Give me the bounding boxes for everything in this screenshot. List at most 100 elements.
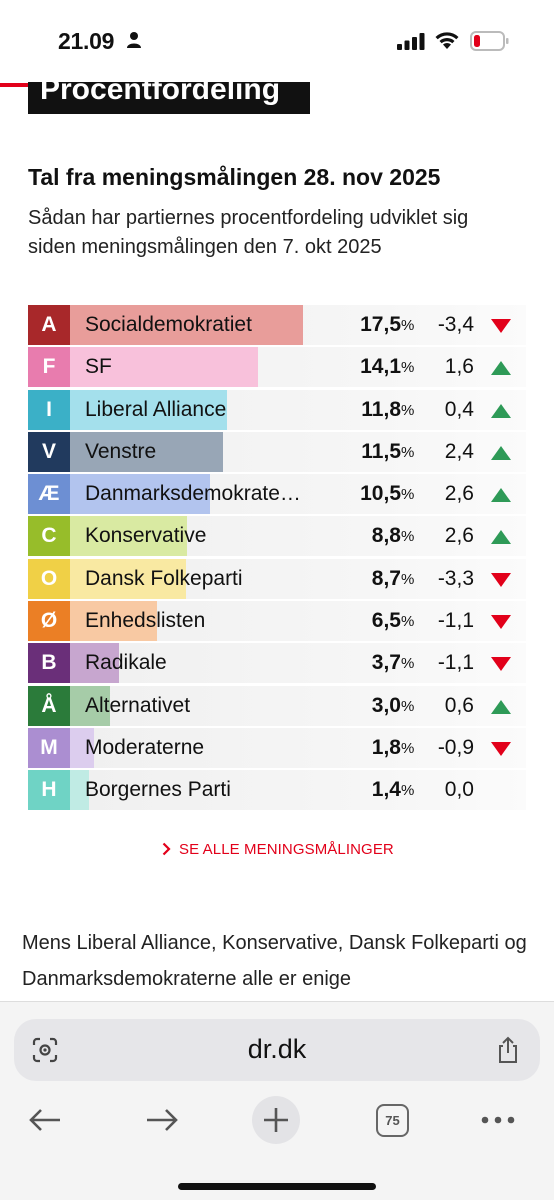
home-indicator	[178, 1183, 376, 1190]
party-row: C Konservative 8,8 % 2,6	[28, 516, 526, 557]
forward-button[interactable]	[142, 1100, 182, 1140]
party-letter-badge: M	[28, 727, 70, 768]
party-change: 0,0	[444, 778, 474, 802]
arrow-down-icon	[491, 572, 511, 587]
party-row: Å Alternativet 3,0 % 0,6	[28, 685, 526, 726]
party-name: SF	[85, 355, 112, 379]
arrow-up-icon	[491, 403, 511, 418]
arrow-up-icon	[491, 488, 511, 503]
party-row: V Venstre 11,5 % 2,4	[28, 431, 526, 472]
percent-unit: %	[401, 317, 415, 334]
party-change: -1,1	[437, 651, 474, 675]
section-tag: Procentfordeling	[28, 82, 310, 114]
party-letter-badge: Å	[28, 685, 70, 726]
cellular-signal-icon	[397, 33, 425, 50]
party-change: -1,1	[437, 609, 474, 633]
wifi-icon	[435, 32, 459, 49]
party-share-bar	[70, 770, 89, 811]
tab-switcher-button[interactable]: 75	[376, 1104, 409, 1137]
party-percent: 6,5	[371, 609, 401, 633]
party-percent: 3,7	[371, 651, 401, 675]
person-icon	[127, 32, 141, 48]
party-change: 2,4	[444, 439, 474, 463]
status-bar: 21.09	[0, 0, 554, 80]
status-time: 21.09	[58, 28, 115, 54]
party-name: Radikale	[85, 651, 167, 675]
party-change: 1,6	[444, 355, 474, 379]
percent-unit: %	[401, 782, 415, 800]
party-row: Ø Enhedslisten 6,5 % -1,1	[28, 601, 526, 642]
party-row: H Borgernes Parti 1,4 % 0,0	[28, 770, 526, 811]
party-share-bar	[70, 305, 303, 345]
party-row: F SF 14,1 % 1,6	[28, 347, 526, 388]
party-share-bar	[70, 601, 157, 642]
party-name: Alternativet	[85, 693, 191, 717]
poll-title: Tal fra meningsmålingen 28. nov 2025	[28, 164, 441, 190]
arrow-down-icon	[491, 657, 511, 672]
new-tab-button[interactable]	[252, 1096, 300, 1144]
percent-unit: %	[401, 528, 415, 546]
party-share-bar	[70, 431, 224, 472]
percent-unit: %	[401, 443, 415, 461]
poll-subtitle: Sådan har partiernes procentfordeling ud…	[28, 207, 469, 258]
party-row: A Socialdemokratiet 17,5 % -3,4	[28, 305, 526, 345]
party-name: Borgernes Parti	[85, 778, 231, 802]
see-all-polls-label: SE ALLE MENINGSMÅLINGER	[179, 840, 394, 858]
percent-unit: %	[401, 486, 415, 504]
section-tag-label: Procentfordeling	[40, 82, 281, 106]
arrow-right-icon	[147, 1109, 178, 1131]
party-name: Danmarksdemokraterne	[85, 482, 303, 506]
party-change: -0,9	[437, 735, 474, 759]
address-bar[interactable]: dr.dk	[14, 1019, 540, 1081]
party-percent: 1,4	[371, 778, 401, 802]
plus-icon	[264, 1108, 288, 1132]
arrow-left-icon	[29, 1109, 60, 1131]
page-tools-icon[interactable]	[32, 1037, 58, 1063]
more-menu-button[interactable]	[478, 1100, 518, 1140]
party-change: -3,4	[437, 313, 474, 336]
party-percent: 10,5	[360, 482, 401, 506]
percent-unit: %	[401, 655, 415, 673]
party-letter-badge: Æ	[28, 474, 70, 515]
party-percent: 17,5	[360, 313, 401, 336]
more-dots-icon	[481, 1116, 515, 1124]
percent-unit: %	[401, 570, 415, 588]
percent-unit: %	[401, 739, 415, 757]
share-icon[interactable]	[496, 1036, 520, 1064]
party-percent: 8,7	[371, 566, 401, 590]
party-percent: 8,8	[371, 524, 401, 548]
party-letter-badge: Ø	[28, 601, 70, 642]
party-letter-badge: I	[28, 389, 70, 430]
battery-icon	[470, 31, 509, 51]
party-change: 0,4	[444, 397, 474, 421]
party-percent: 3,0	[371, 693, 401, 717]
party-change: 2,6	[444, 482, 474, 506]
party-name: Liberal Alliance	[85, 397, 227, 421]
party-share-bar	[70, 727, 94, 768]
arrow-up-icon	[491, 699, 511, 714]
arrow-down-icon	[491, 741, 511, 756]
party-share-bar	[70, 516, 188, 557]
party-row: Æ Danmarksdemokraterne 10,5 % 2,6	[28, 474, 526, 515]
url-text: dr.dk	[247, 1034, 307, 1064]
party-row: I Liberal Alliance 11,8 % 0,4	[28, 389, 526, 430]
party-letter-badge: B	[28, 643, 70, 684]
party-name: Konservative	[85, 524, 207, 548]
party-name: Socialdemokratiet	[85, 313, 252, 336]
party-percent: 11,5	[361, 439, 401, 463]
percent-unit: %	[401, 697, 415, 715]
party-letter-badge: C	[28, 516, 70, 557]
party-row: M Moderaterne 1,8 % -0,9	[28, 727, 526, 768]
back-button[interactable]	[25, 1100, 65, 1140]
party-share-bar	[70, 474, 210, 515]
party-letter-badge: F	[28, 347, 70, 388]
percent-unit: %	[401, 613, 415, 631]
party-change: 2,6	[444, 524, 474, 548]
article-paragraph: Mens Liberal Alliance, Konservative, Dan…	[22, 932, 527, 990]
party-name: Venstre	[85, 439, 157, 463]
party-letter-badge: H	[28, 770, 70, 811]
party-percent: 1,8	[371, 735, 401, 759]
party-name: Enhedslisten	[85, 609, 206, 633]
party-change: 0,6	[444, 693, 474, 717]
see-all-polls-link[interactable]: SE ALLE MENINGSMÅLINGER	[162, 838, 394, 860]
